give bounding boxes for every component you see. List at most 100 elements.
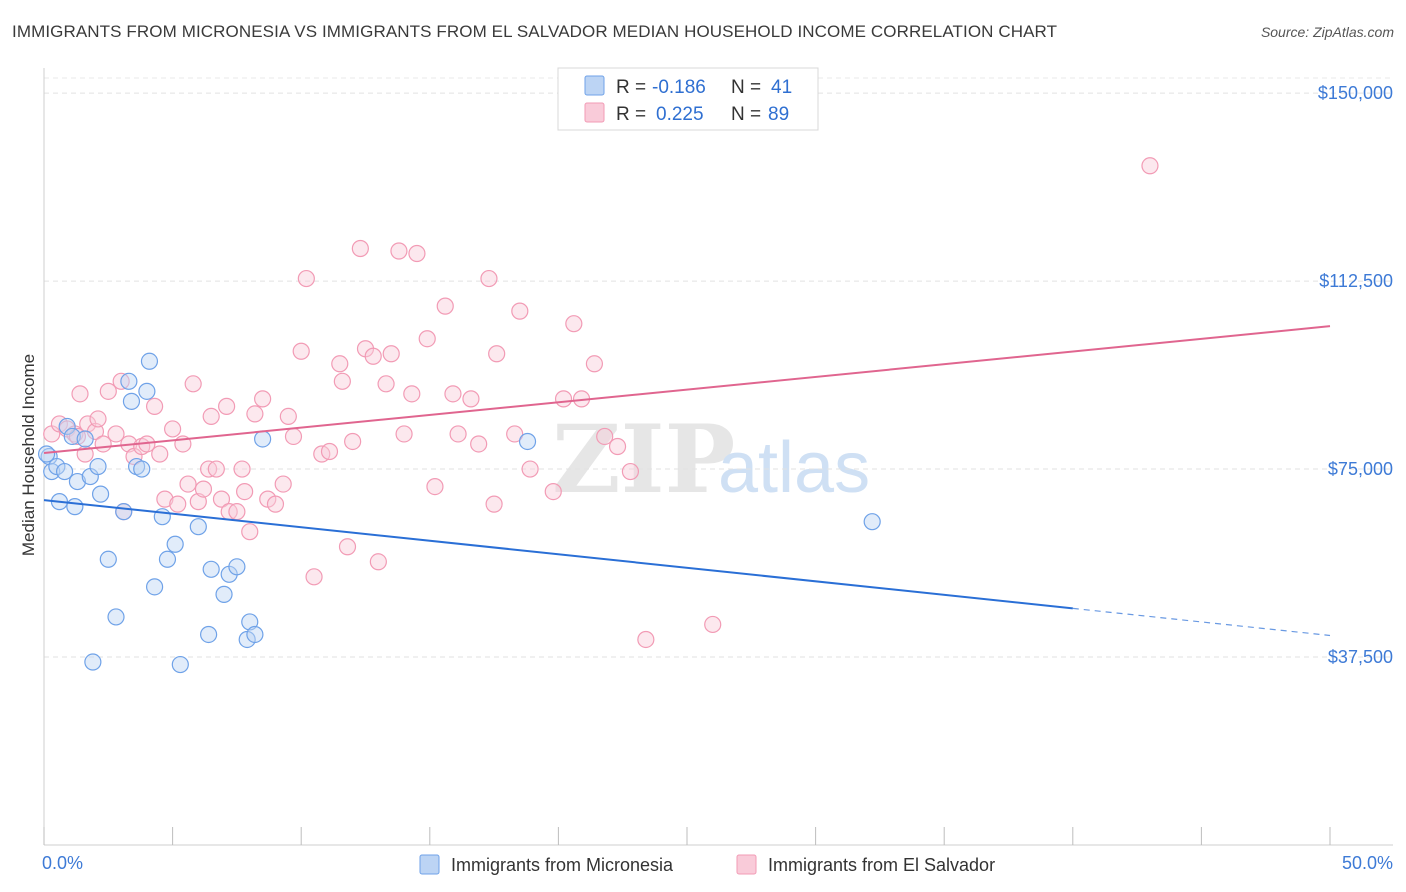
el-salvador-point <box>1141 157 1159 175</box>
micronesia-point <box>120 372 138 390</box>
el-salvador-point <box>418 330 436 348</box>
el-salvador-point <box>145 397 164 415</box>
el-salvador-point <box>395 425 413 443</box>
el-salvador-point <box>596 427 614 446</box>
micronesia-point <box>107 608 125 626</box>
micronesia-point <box>37 445 56 463</box>
el-salvador-point <box>449 425 467 443</box>
micronesia-point <box>89 457 107 476</box>
el-salvador-point <box>637 630 655 649</box>
el-salvador-point <box>189 493 207 511</box>
el-salvador-point <box>351 239 369 258</box>
series-legend: Immigrants from Micronesia Immigrants fr… <box>419 854 995 875</box>
y-axis-label: Median Household Income <box>19 354 38 556</box>
x-tick-label: 0.0% <box>42 853 83 873</box>
y-tick-label: $75,000 <box>1328 459 1393 479</box>
el-salvador-point <box>488 345 506 363</box>
el-salvador-point <box>151 445 169 463</box>
el-salvador-point <box>408 244 426 263</box>
legend-swatch-el-salvador <box>584 102 605 123</box>
el-salvador-point <box>444 385 462 403</box>
micronesia-point <box>122 392 141 410</box>
y-tick-label: $150,000 <box>1318 83 1393 103</box>
el-salvador-point <box>246 405 264 423</box>
el-salvador-point <box>99 382 117 400</box>
el-salvador-point <box>565 315 583 333</box>
legend-r-label-1: R = <box>616 77 646 98</box>
el-salvador-point <box>241 523 259 541</box>
el-salvador-point <box>194 480 213 498</box>
x-tick-labels: 0.0% 50.0% <box>42 853 1393 873</box>
el-salvador-point <box>506 425 524 443</box>
el-salvador-point <box>305 568 323 586</box>
data-points <box>37 157 1159 674</box>
micronesia-point <box>241 613 259 631</box>
y-tick-label: $37,500 <box>1328 647 1393 667</box>
watermark-atlas: atlas <box>718 428 870 508</box>
legend-n-value-2: 89 <box>768 104 789 125</box>
el-salvador-point <box>377 375 395 393</box>
el-salvador-point <box>333 372 351 390</box>
el-salvador-point <box>320 442 339 461</box>
micronesia-point <box>84 653 102 671</box>
micronesia-point <box>228 558 246 576</box>
micronesia-point <box>91 485 110 503</box>
y-tick-labels: $37,500 $75,000 $112,500 $150,000 <box>1318 83 1393 667</box>
series-legend-label-micronesia: Immigrants from Micronesia <box>451 855 674 875</box>
micronesia-point <box>200 625 218 644</box>
micronesia-point <box>133 460 151 478</box>
axes <box>43 68 1393 846</box>
el-salvador-point <box>403 385 421 403</box>
el-salvador-trend-line <box>43 325 1331 454</box>
el-salvador-point <box>608 437 627 456</box>
legend-n-value-1: 41 <box>771 77 792 98</box>
micronesia-point <box>58 417 76 436</box>
micronesia-point <box>138 382 156 400</box>
el-salvador-point <box>228 503 246 521</box>
micronesia-point <box>215 585 233 603</box>
watermark: ZIP atlas <box>552 405 870 515</box>
el-salvador-point <box>274 475 292 493</box>
micronesia-point <box>202 560 220 578</box>
el-salvador-point <box>338 538 357 556</box>
micronesia-point <box>55 462 74 481</box>
chart-source: Source: ZipAtlas.com <box>1260 24 1394 40</box>
series-legend-swatch-el-salvador <box>736 854 757 875</box>
el-salvador-point <box>279 407 297 426</box>
micronesia-point <box>140 352 159 370</box>
legend-swatch-micronesia <box>584 75 605 96</box>
el-salvador-point <box>585 355 604 373</box>
y-tick-label: $112,500 <box>1319 271 1393 291</box>
el-salvador-point <box>511 302 529 320</box>
micronesia-point <box>66 498 84 516</box>
micronesia-point <box>246 625 264 644</box>
el-salvador-point <box>621 462 640 481</box>
legend-r-label-2: R = <box>616 104 646 125</box>
el-salvador-point <box>107 425 125 443</box>
el-salvador-point <box>297 269 315 288</box>
el-salvador-point <box>218 397 236 415</box>
el-salvador-point <box>202 407 220 426</box>
el-salvador-point <box>156 490 174 508</box>
el-salvador-point <box>284 427 303 446</box>
micronesia-point <box>68 472 87 491</box>
el-salvador-point <box>207 460 225 478</box>
series-legend-swatch-micronesia <box>419 854 440 875</box>
micronesia-point <box>171 655 189 674</box>
el-salvador-point <box>292 342 310 360</box>
el-salvador-point <box>344 432 362 451</box>
micronesia-point <box>166 535 184 553</box>
el-salvador-point <box>331 355 349 373</box>
micronesia-point <box>43 462 61 481</box>
el-salvador-point <box>436 297 454 315</box>
el-salvador-point <box>179 475 197 493</box>
series-legend-label-el-salvador: Immigrants from El Salvador <box>768 855 995 875</box>
micronesia-point <box>63 427 81 446</box>
micronesia-point <box>863 513 881 531</box>
chart-title: IMMIGRANTS FROM MICRONESIA VS IMMIGRANTS… <box>12 22 1058 41</box>
el-salvador-point <box>266 495 285 513</box>
el-salvador-point <box>470 435 488 453</box>
watermark-zip: ZIP <box>552 405 735 515</box>
el-salvador-point <box>369 553 387 571</box>
